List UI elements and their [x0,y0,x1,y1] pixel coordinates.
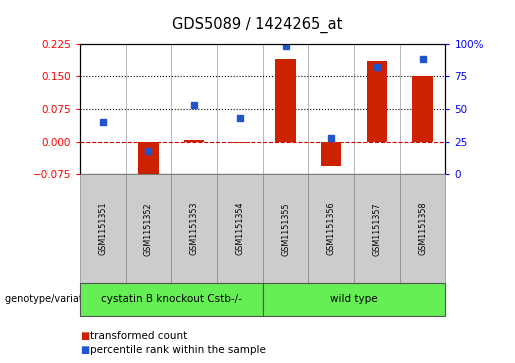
Point [190,102,198,108]
Text: wild type: wild type [330,294,378,305]
Text: genotype/variation ▶: genotype/variation ▶ [5,294,108,305]
Point [327,135,335,140]
Text: transformed count: transformed count [90,331,187,341]
Text: ■: ■ [80,331,89,341]
Text: GSM1151357: GSM1151357 [372,202,382,256]
Text: percentile rank within the sample: percentile rank within the sample [90,345,266,355]
Text: GSM1151352: GSM1151352 [144,202,153,256]
Bar [138,142,159,179]
Point [281,43,289,49]
Bar [184,140,204,142]
Point [98,119,107,125]
Bar [275,59,296,142]
Text: GSM1151358: GSM1151358 [418,202,427,256]
Text: GDS5089 / 1424265_at: GDS5089 / 1424265_at [173,16,342,33]
Point [236,115,244,121]
Text: GSM1151354: GSM1151354 [235,202,244,256]
Bar [413,76,433,142]
Point [419,56,427,62]
Text: GSM1151356: GSM1151356 [327,202,336,256]
Point [373,64,381,70]
Text: GSM1151353: GSM1151353 [190,202,199,256]
Text: ■: ■ [80,345,89,355]
Text: cystatin B knockout Cstb-/-: cystatin B knockout Cstb-/- [101,294,242,305]
Bar [230,142,250,143]
Bar [321,142,341,166]
Point [144,148,152,154]
Text: GSM1151355: GSM1151355 [281,202,290,256]
Text: GSM1151351: GSM1151351 [98,202,107,256]
Bar [367,61,387,142]
